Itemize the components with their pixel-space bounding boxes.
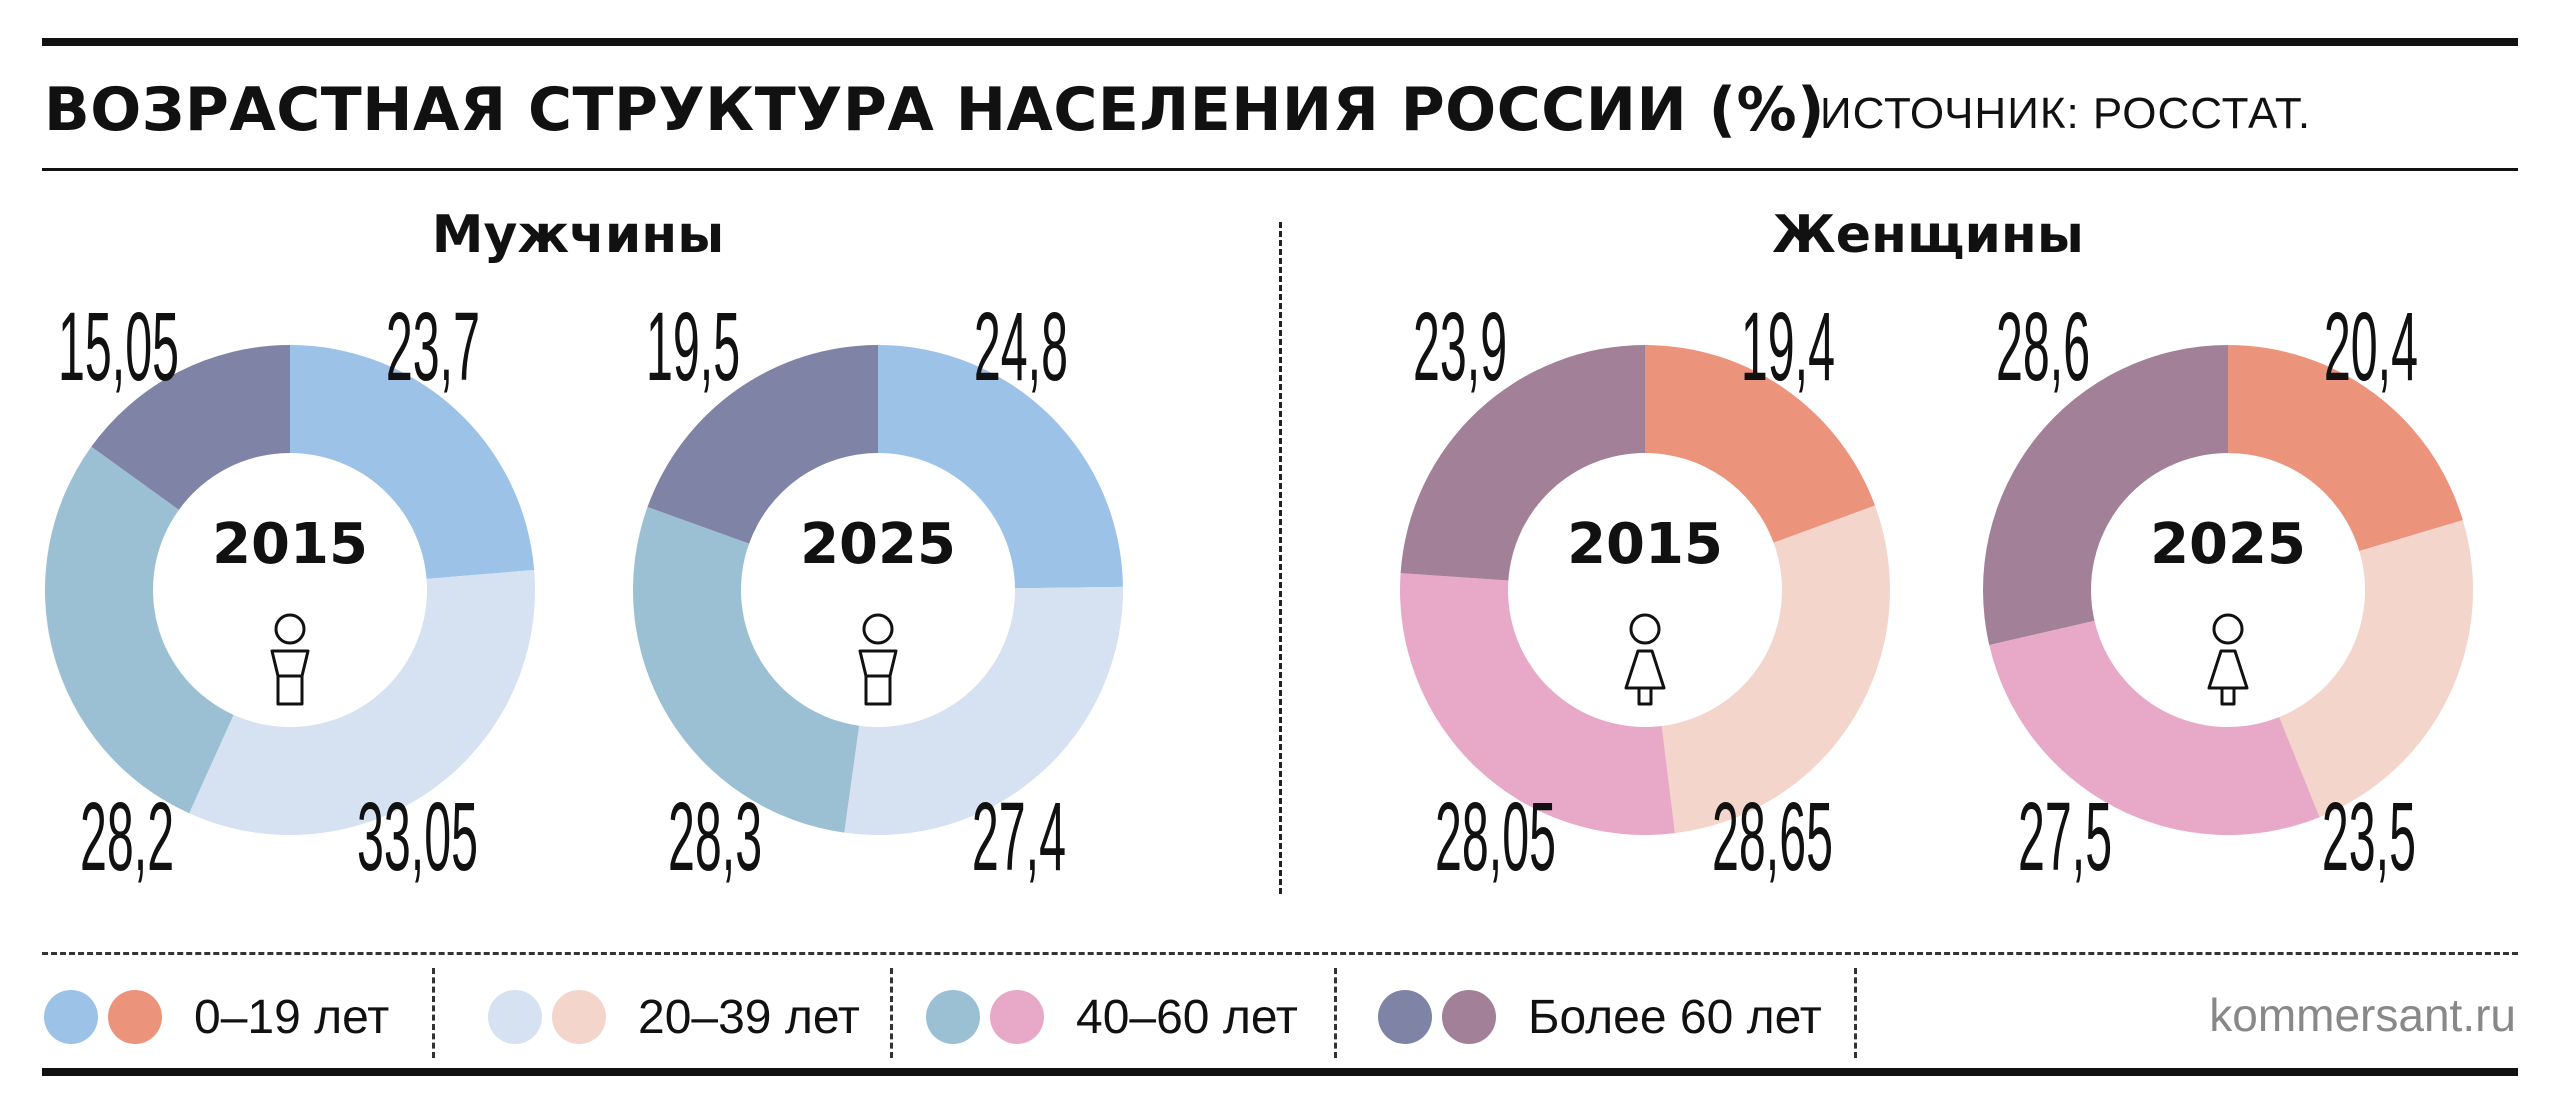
male-icon <box>270 649 310 706</box>
data-label-0-19: 23,7 <box>386 293 480 402</box>
legend-item-60-plus: Более 60 лет <box>1378 980 1822 1054</box>
data-label-60-plus: 15,05 <box>58 293 179 402</box>
top-rule <box>42 38 2518 46</box>
data-label-40-60: 27,5 <box>2018 783 2112 892</box>
data-label-40-60: 28,05 <box>1435 783 1556 892</box>
legend-separator <box>1854 968 1857 1058</box>
data-label-0-19: 20,4 <box>2324 293 2418 402</box>
legend-divider <box>42 952 2518 955</box>
data-label-40-60: 28,3 <box>668 783 762 892</box>
data-label-20-39: 28,65 <box>1712 783 1833 892</box>
male-head-icon <box>274 613 306 645</box>
donut-segment-40-60 <box>1400 573 1675 836</box>
data-label-20-39: 27,4 <box>972 783 1066 892</box>
legend-swatch-female <box>108 990 162 1044</box>
donut-segment-0-19 <box>290 345 535 579</box>
data-label-20-39: 23,5 <box>2322 783 2416 892</box>
donut-segment-20-39 <box>1661 505 1890 834</box>
female-head-icon <box>1629 613 1661 645</box>
legend-swatch-female <box>1442 990 1496 1044</box>
male-icon <box>858 649 898 706</box>
legend-swatch-male <box>926 990 980 1044</box>
data-label-0-19: 24,8 <box>974 293 1068 402</box>
data-label-60-plus: 23,9 <box>1413 293 1507 402</box>
title-rule <box>42 168 2518 171</box>
data-label-60-plus: 28,6 <box>1996 293 2090 402</box>
donut-segment-40-60 <box>44 446 234 814</box>
legend-label: 40–60 лет <box>1076 990 1298 1044</box>
legend-item-40-60: 40–60 лет <box>926 980 1298 1054</box>
legend-separator <box>432 968 435 1058</box>
data-label-40-60: 28,2 <box>80 783 174 892</box>
donut-segment-0-19 <box>878 345 1123 589</box>
donut-charts: 23,7 33,05 28,2 15,05 2015 24,8 27,4 28,3 19,5 20… <box>44 293 2474 892</box>
donut-segment-60-plus <box>647 345 878 544</box>
legend-label: 0–19 лет <box>194 990 390 1044</box>
donut-segment-60-plus <box>1400 345 1645 581</box>
data-label-0-19: 19,4 <box>1741 293 1835 402</box>
legend-swatch-male <box>488 990 542 1044</box>
panel-title-women: Женщины <box>1772 205 2084 265</box>
donut-segment-60-plus <box>91 345 290 510</box>
legend-item-20-39: 20–39 лет <box>488 980 860 1054</box>
data-label-60-plus: 19,5 <box>646 293 740 402</box>
donut-segment-60-plus <box>1983 344 2228 645</box>
legend-label: 20–39 лет <box>638 990 860 1044</box>
site-credit: kommersant.ru <box>2209 989 2516 1041</box>
center-year-label: 2015 <box>1567 512 1723 577</box>
donut-segment-0-19 <box>1645 345 1875 543</box>
donut-segment-40-60 <box>1989 620 2320 835</box>
legend-item-0-19: 0–19 лет <box>44 980 389 1054</box>
donut-segment-40-60 <box>632 507 860 833</box>
female-icon <box>1624 649 1666 706</box>
legend-swatch-male <box>44 990 98 1044</box>
source-note: ИСТОЧНИК: РОССТАТ. <box>1820 89 2312 138</box>
panel-title-men: Мужчины <box>431 205 725 265</box>
female-head-icon <box>2212 613 2244 645</box>
donut-segment-20-39 <box>844 586 1123 835</box>
male-head-icon <box>862 613 894 645</box>
donut-segment-20-39 <box>2279 520 2474 818</box>
legend-label: Более 60 лет <box>1528 990 1822 1044</box>
center-year-label: 2015 <box>212 512 368 577</box>
legend-swatch-female <box>552 990 606 1044</box>
legend-swatch-female <box>990 990 1044 1044</box>
legend-swatch-male <box>1378 990 1432 1044</box>
donut-segment-20-39 <box>189 570 535 835</box>
legend-separator <box>890 968 893 1058</box>
data-label-20-39: 33,05 <box>357 783 478 892</box>
legend-separator <box>1334 968 1337 1058</box>
donut-segment-0-19 <box>2228 345 2463 551</box>
center-year-label: 2025 <box>2150 512 2306 577</box>
chart-title: ВОЗРАСТНАЯ СТРУКТУРА НАСЕЛЕНИЯ РОССИИ (%… <box>44 75 1826 145</box>
bottom-rule <box>42 1068 2518 1076</box>
female-icon <box>2207 649 2249 706</box>
center-year-label: 2025 <box>800 512 956 577</box>
panel-divider <box>1279 222 1282 894</box>
